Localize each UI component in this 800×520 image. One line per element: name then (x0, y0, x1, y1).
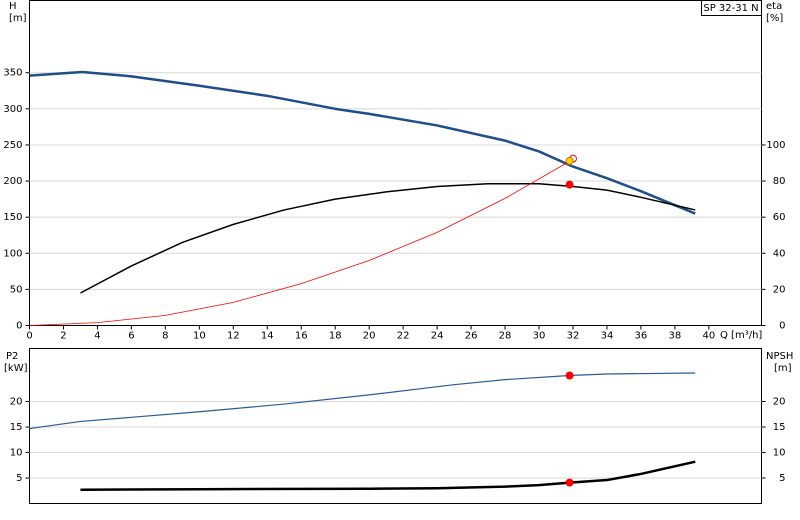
annotation-box (701, 0, 762, 16)
bottom-panel-frame (29, 348, 762, 504)
x-tick-label: 18 (329, 331, 342, 342)
duty-point (565, 478, 574, 487)
x-tick-label: 34 (601, 331, 614, 342)
x-tick-label: 0 (26, 331, 32, 342)
curve (29, 372, 696, 430)
x-tick-label: 32 (567, 331, 580, 342)
y-tick-label: 100 (3, 248, 22, 259)
x-tick-label: 40 (702, 331, 715, 342)
y2-axis-label: eta (766, 1, 782, 12)
y2-tick-label: 20 (773, 397, 786, 408)
y-tick-label: 250 (3, 140, 22, 151)
x-tick-label: 2 (60, 331, 66, 342)
annotation: SP 32-31 N (703, 3, 758, 14)
y-tick-label: 0 (16, 321, 22, 332)
x-tick-label: 24 (431, 331, 444, 342)
curve (80, 460, 696, 491)
x-tick-label: 14 (261, 331, 274, 342)
y2-tick-label: 60 (773, 212, 786, 223)
y-axis-label: [kW] (4, 363, 28, 374)
curve (29, 70, 696, 215)
y-tick-label: 200 (3, 176, 22, 187)
x-tick-label: 12 (227, 331, 240, 342)
y2-axis-label: [%] (766, 13, 783, 24)
y2-tick-label: 100 (766, 140, 785, 151)
duty-point (565, 371, 574, 380)
curve (29, 159, 574, 326)
x-tick-label: 38 (669, 331, 682, 342)
duty-point (565, 156, 574, 165)
y-tick-label: 5 (16, 473, 22, 484)
x-tick-label: 36 (635, 331, 648, 342)
x-tick-label: 16 (295, 331, 308, 342)
y-axis-label: [m] (9, 13, 27, 24)
y2-tick-label: 20 (773, 284, 786, 295)
top-panel-frame (29, 0, 762, 326)
x-tick-label: 6 (128, 331, 134, 342)
y-tick-label: 50 (10, 284, 23, 295)
y2-tick-label: 15 (773, 422, 786, 433)
y-tick-label: 15 (10, 422, 23, 433)
y-tick-label: 10 (10, 448, 23, 459)
y2-tick-label: 0 (779, 321, 785, 332)
curve (80, 183, 696, 294)
y2-tick-label: 10 (773, 448, 786, 459)
x-tick-label: 8 (162, 331, 168, 342)
x-tick-label: 26 (465, 331, 478, 342)
x-tick-label: 4 (94, 331, 100, 342)
y2-axis-label: NPSH (766, 351, 793, 362)
x-tick-label: 30 (533, 331, 546, 342)
x-tick-label: 22 (397, 331, 410, 342)
y-tick-label: 20 (10, 397, 23, 408)
x-tick-label: 28 (499, 331, 512, 342)
x-tick-label: 20 (363, 331, 376, 342)
y2-tick-label: 5 (779, 473, 785, 484)
y-tick-label: 150 (3, 212, 22, 223)
y2-tick-label: 40 (773, 248, 786, 259)
y-tick-label: 350 (3, 68, 22, 79)
y-axis-label: P2 (6, 351, 18, 362)
x-axis-label: Q [m³/h] (720, 330, 762, 341)
y-tick-label: 300 (3, 104, 22, 115)
duty-point (565, 180, 574, 189)
y-axis-label: H (9, 1, 17, 12)
y2-axis-label: [m] (774, 363, 792, 374)
y2-tick-label: 80 (773, 176, 786, 187)
x-tick-label: 10 (193, 331, 206, 342)
